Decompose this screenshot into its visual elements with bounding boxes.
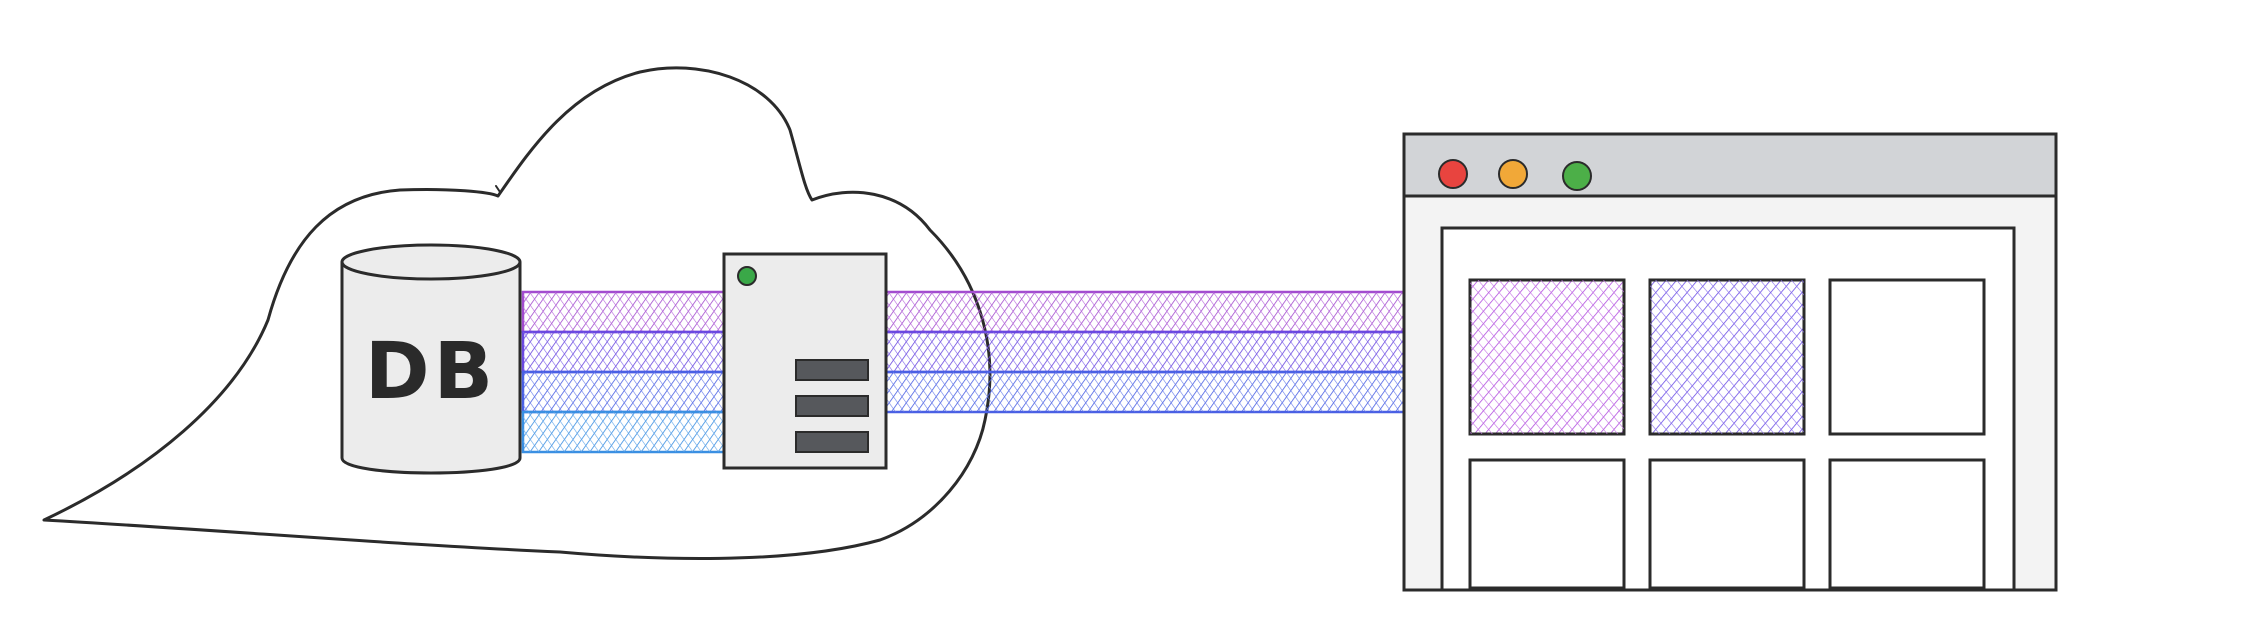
cloud-icon bbox=[42, 66, 992, 561]
browser-window-icon bbox=[1402, 132, 2058, 592]
server-status-led bbox=[737, 266, 757, 286]
tile-empty-1 bbox=[1828, 278, 1986, 436]
database-label: DB bbox=[365, 327, 497, 417]
maximize-window-icon bbox=[1562, 161, 1592, 191]
server-slot-1 bbox=[795, 359, 869, 381]
server-slot-2 bbox=[795, 395, 869, 417]
close-window-icon bbox=[1438, 159, 1468, 189]
tile-empty-4 bbox=[1828, 458, 1986, 590]
minimize-window-icon bbox=[1498, 159, 1528, 189]
server-slot-3 bbox=[795, 431, 869, 453]
server-box-icon bbox=[722, 252, 888, 470]
stream-db-to-server bbox=[521, 290, 730, 454]
database-cylinder-icon: DB bbox=[340, 243, 522, 475]
tile-empty-2 bbox=[1468, 458, 1626, 590]
stream-server-to-browser bbox=[882, 290, 1406, 414]
tile-grid bbox=[1468, 278, 1986, 590]
tile-empty-3 bbox=[1648, 458, 1806, 590]
